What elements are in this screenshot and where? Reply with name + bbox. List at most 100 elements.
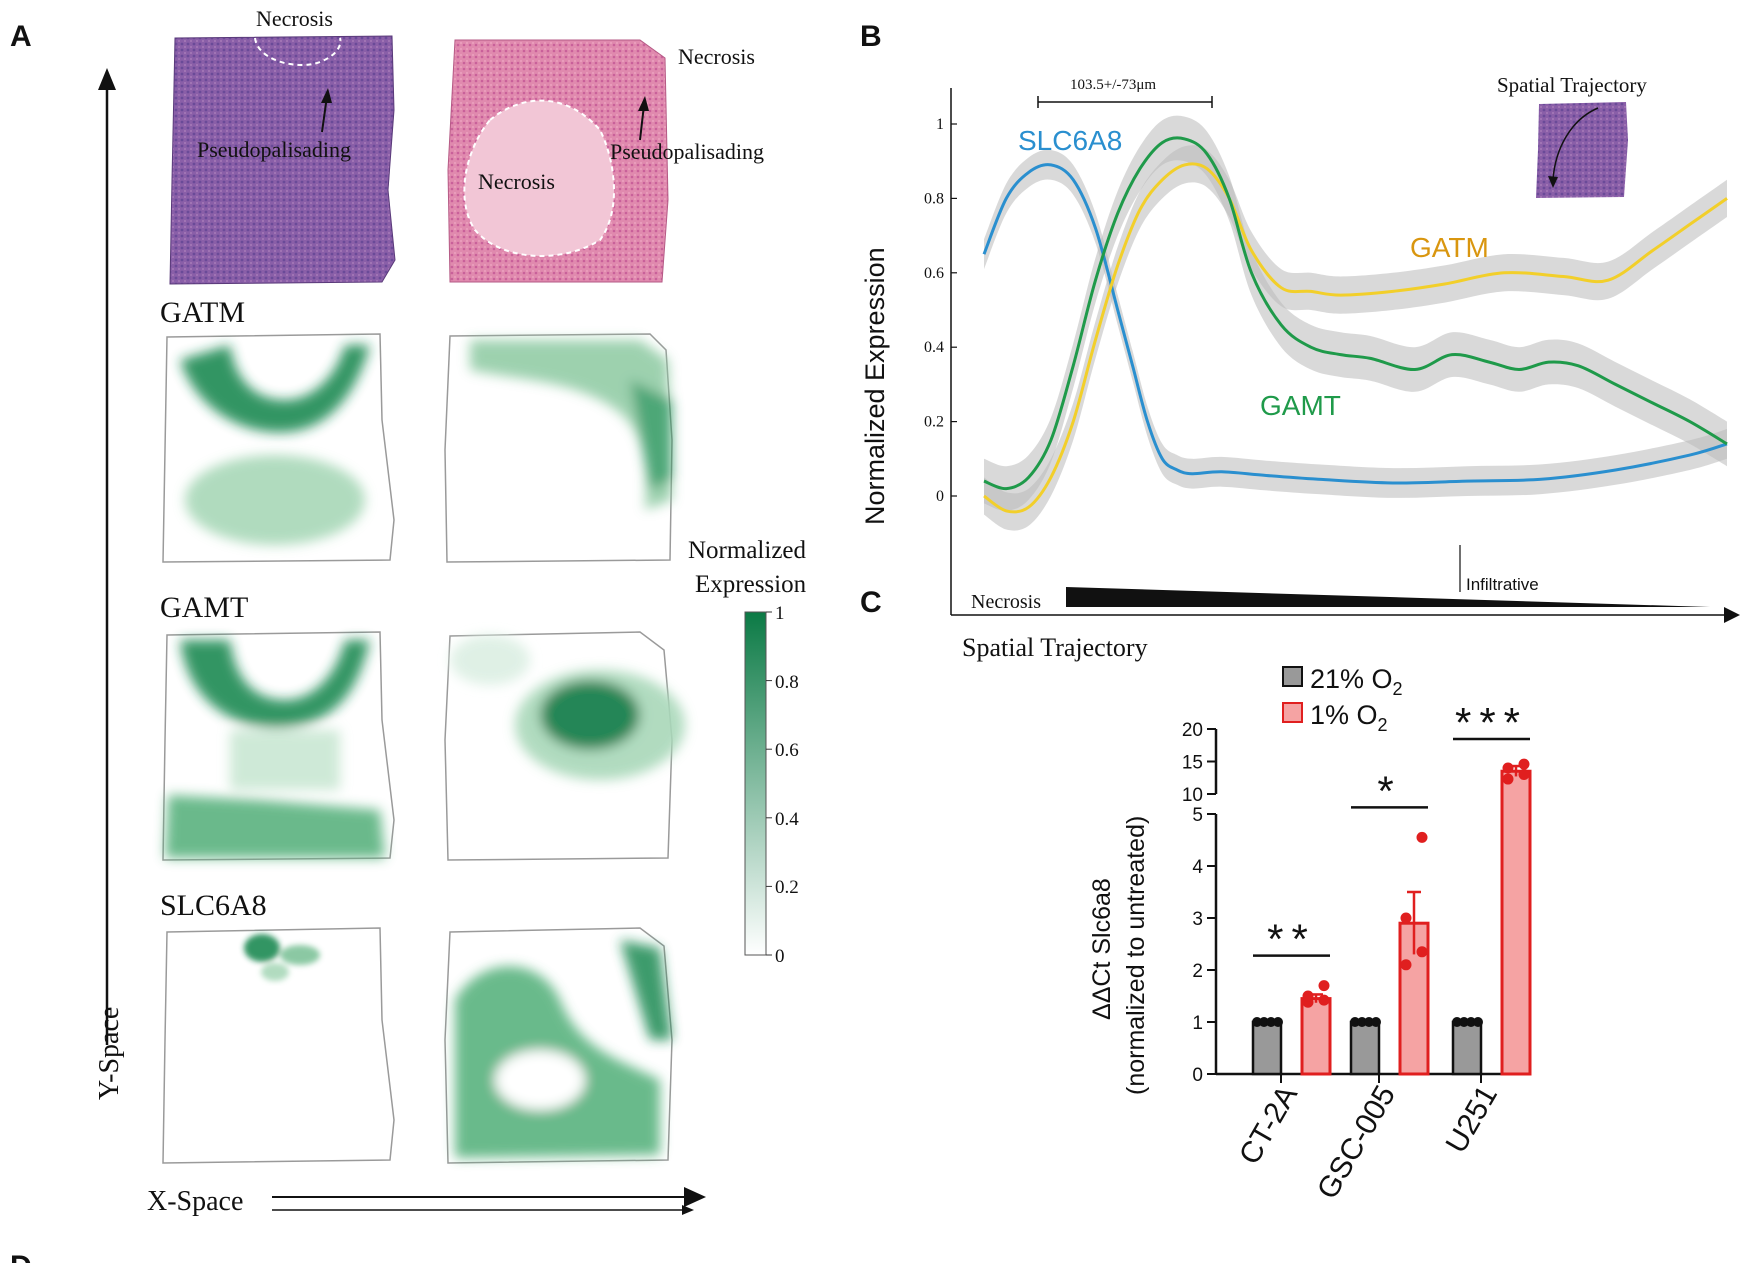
legend-label-1pct: 1% O2 [1310,700,1388,735]
point-21pct [1452,1017,1462,1027]
b-y-tick-label: 0.6 [924,265,944,282]
series-label-gamt: GAMT [1260,390,1341,421]
spatial-map-slc6a8-right [444,927,673,1164]
point-21pct [1273,1017,1283,1027]
panel-b: Normalized Expression Spatial Trajectory… [860,73,1740,662]
panel-c-x-ticks: CT-2A GSC-005 U251 [1233,1074,1504,1205]
histology-right-pseudopalisading-label: Pseudopalisading [610,139,764,164]
point-21pct [1266,1017,1276,1027]
point-21pct [1350,1017,1360,1027]
inset-histology-thumbnail [1536,102,1628,198]
b-y-tick-label: 0 [936,488,944,505]
colorbar-title-line1: Normalized [688,537,807,564]
point-1pct [1318,994,1330,1006]
c-category-label: GSC-005 [1311,1080,1402,1205]
histology-right-necrosis-inner-label: Necrosis [478,169,555,194]
panel-c-bars: ****** [1251,699,1532,1076]
c-y-tick-label: 3 [1192,909,1203,930]
panel-b-series-lines [982,136,1728,514]
bar-21pct-ct-2a [1251,1020,1283,1076]
point-1pct [1416,831,1428,843]
spatial-map-gatm-right [444,333,673,563]
point-1pct [1518,758,1530,770]
c-y-tick-label: 15 [1182,753,1203,774]
colorbar-tick-label: 0.2 [775,877,799,898]
point-21pct [1357,1017,1367,1027]
c-y-tick-label: 0 [1192,1065,1203,1086]
panel-b-xlabel: Spatial Trajectory [962,633,1148,662]
necrosis-region-left [254,37,342,66]
colorbar-ticks [766,611,772,956]
point-21pct [1459,1017,1469,1027]
colorbar-tick-label: 0.8 [775,672,799,693]
colorbar-tick-label: 1 [775,603,785,624]
c-y-tick-label: 5 [1192,805,1203,826]
gene-label-slc6a8: SLC6A8 [160,889,267,922]
spatial-map-gamt-left [162,631,395,861]
histology-left-pseudopalisading-label: Pseudopalisading [197,137,351,162]
bar-21pct-u251 [1451,1020,1483,1076]
inset-trajectory-arrow [1552,107,1599,181]
c-y-tick-label: 20 [1182,720,1203,741]
significance-label: * [1377,767,1401,814]
c-y-tick-label: 2 [1192,961,1203,982]
panel-b-y-ticks: 1 0.8 0.6 0.4 0.2 0 [924,116,957,505]
gene-label-gatm: GATM [160,296,245,329]
spatial-map-gamt-right [444,631,685,861]
point-21pct [1371,1017,1381,1027]
spatial-map-gatm-left [162,333,395,563]
distance-annotation: 103.5+/-73μm [1070,77,1156,93]
point-21pct [1364,1017,1374,1027]
bar-1pct-ct-2a [1300,997,1332,1076]
point-1pct [1302,990,1314,1002]
panel-letter-c: C [860,586,882,619]
histology-left-necrosis-label: Necrosis [256,6,333,31]
colorbar-tick-label: 0 [775,946,785,967]
point-1pct [1502,762,1514,774]
b-y-tick-label: 1 [936,116,944,133]
x-space-label: X-Space [147,1186,243,1217]
point-1pct [1502,773,1514,785]
bar-1pct-u251 [1500,769,1532,1076]
significance-label: *** [1455,699,1528,746]
significance-label: ** [1267,916,1316,963]
histology-right-necrosis-outer-label: Necrosis [678,44,755,69]
colorbar-title-line2: Expression [695,571,807,598]
x-space-arrowhead [684,1187,706,1207]
colorbar-tick-label: 0.4 [775,809,799,830]
histology-image-left [169,35,396,285]
x-space-arrowhead-2 [682,1205,694,1215]
colorbar-tick-label: 0.6 [775,740,799,761]
necrosis-gradient-wedge [1066,587,1710,607]
point-21pct [1252,1017,1262,1027]
pseudopalisading-arrowhead-left [321,88,332,103]
panel-c-y-ticks: 0 1 2 3 4 510 15 20 [1182,720,1216,1086]
y-space-arrowhead [98,68,116,90]
point-1pct [1416,946,1428,958]
panel-b-ylabel: Normalized Expression [860,247,890,525]
b-y-tick-label: 0.2 [924,414,944,431]
panel-c-ylabel-line1: ΔΔCt Slc6a8 [1088,878,1116,1020]
gene-label-gamt: GAMT [160,591,248,624]
necrosis-region-right [463,99,615,257]
c-category-label: CT-2A [1233,1080,1304,1170]
point-1pct [1518,769,1530,780]
c-y-tick-label: 4 [1192,857,1203,878]
legend-swatch-1pct [1282,702,1303,723]
b-y-tick-label: 0.4 [924,339,944,356]
y-space-label: Y-Space [94,1007,125,1100]
panel-b-x-arrowhead [1724,607,1740,623]
panel-c-ylabel-line2: (normalized to untreated) [1122,816,1150,1095]
c-category-label: U251 [1440,1080,1504,1159]
gradient-start-label: Necrosis [971,591,1041,613]
legend-label-21pct: 21% O2 [1310,664,1403,699]
panel-a: Y-Space X-Space Necrosis Pseudopalisadin… [94,6,807,1217]
panel-letter-d: D [10,1250,32,1263]
pseudopalisading-arrowhead-right [638,96,649,111]
c-y-tick-label: 10 [1182,785,1203,806]
panel-letter-b: B [860,20,882,53]
c-y-tick-label: 1 [1192,1013,1203,1034]
b-y-tick-label: 0.8 [924,190,944,207]
line-gamt [983,136,1728,491]
panel-letter-a: A [10,20,32,53]
